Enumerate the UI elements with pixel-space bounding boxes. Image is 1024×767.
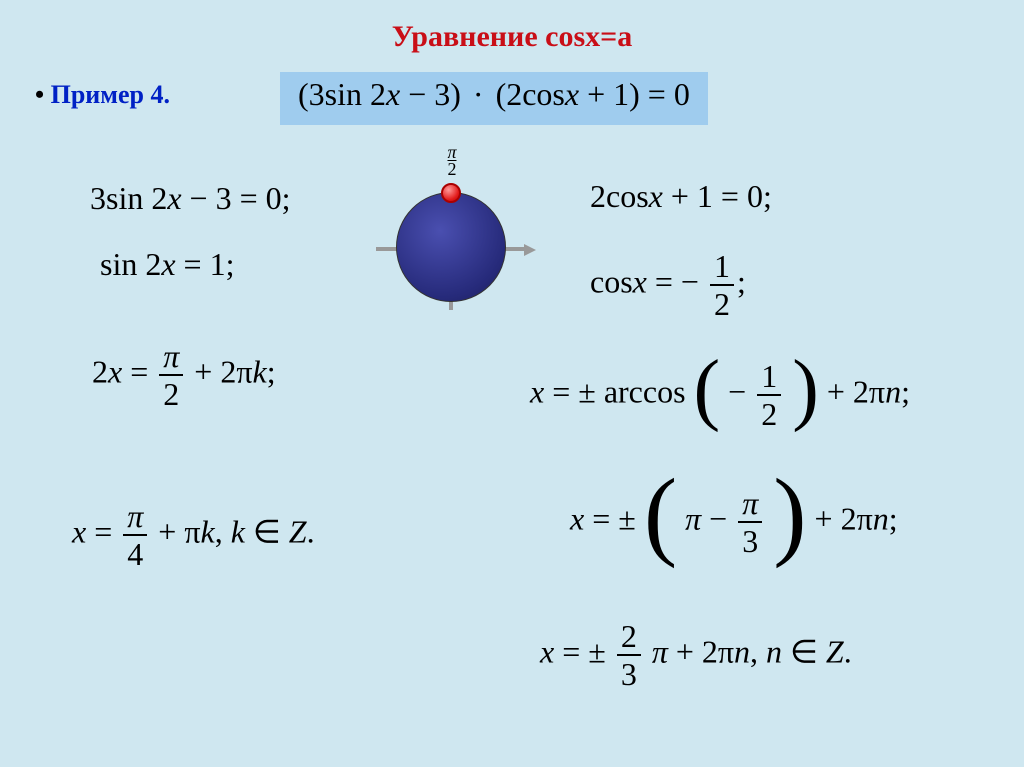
right-eq-5: x = ± 2 3 π + 2πn, n ∈ Z. xyxy=(540,620,852,690)
main-equation: (3sin 2x − 3) · (2cosx + 1) = 0 xyxy=(280,72,708,125)
left-eq-2: sin 2x = 1; xyxy=(100,246,234,283)
slide-title: Уравнение cosx=a xyxy=(0,0,1024,54)
left-eq-4: x = π 4 + πk, k ∈ Z. xyxy=(72,500,315,570)
left-eq-3: 2x = π 2 + 2πk; xyxy=(92,340,276,410)
circle-icon xyxy=(396,192,506,302)
left-eq-1: 3sin 2x − 3 = 0; xyxy=(90,180,291,217)
right-eq-2: cosx = − 1 2 ; xyxy=(590,250,746,320)
right-eq-1: 2cosx + 1 = 0; xyxy=(590,178,772,215)
slide: Уравнение cosx=a Пример 4. (3sin 2x − 3)… xyxy=(0,0,1024,767)
right-eq-4: x = ± ( π − π 3 ) + 2πn; xyxy=(570,480,898,564)
circle-top-label: π 2 xyxy=(447,144,456,177)
point-marker-icon xyxy=(441,183,461,203)
example-bullet: Пример 4. xyxy=(55,80,170,110)
right-eq-3: x = ± arccos ( − 1 2 ) + 2πn; xyxy=(530,360,910,430)
unit-circle-diagram: π 2 xyxy=(382,150,522,310)
